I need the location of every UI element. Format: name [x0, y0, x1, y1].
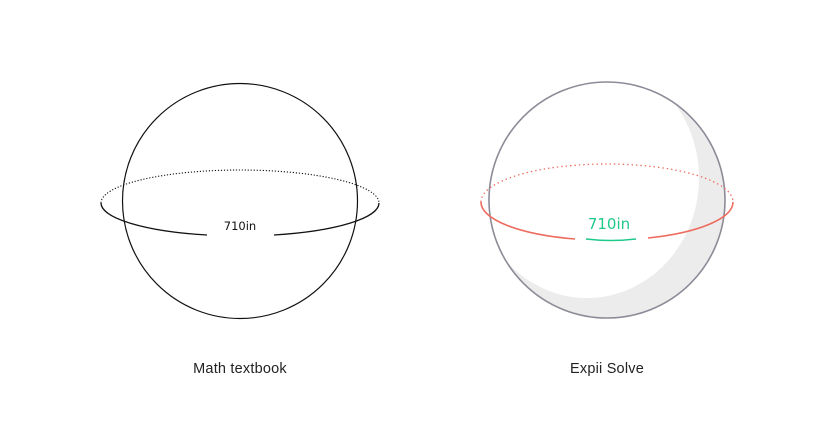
expii-equator-front-right	[480, 201, 576, 240]
expii-panel-title: Expii Solve	[570, 361, 644, 377]
expii-label-arc	[585, 238, 637, 242]
textbook-panel-title: Math textbook	[193, 361, 287, 377]
textbook-sphere-figure: 710in	[100, 82, 380, 320]
textbook-sphere-outline	[121, 82, 359, 320]
expii-sphere-figure: 710in	[480, 81, 734, 319]
textbook-equator-back	[100, 169, 380, 204]
expii-sphere-shade	[489, 82, 725, 318]
textbook-equator-front-left	[273, 202, 380, 236]
expii-sphere-outline	[488, 81, 726, 319]
expii-equator-back	[480, 163, 734, 203]
expii-equator-front-left	[647, 201, 734, 239]
expii-circumference-label: 710in	[588, 215, 630, 233]
textbook-equator-front-right	[100, 202, 208, 236]
textbook-circumference-label: 710in	[224, 219, 256, 233]
